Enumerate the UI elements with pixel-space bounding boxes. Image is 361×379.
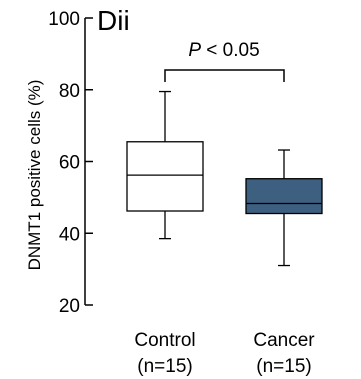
boxes	[126, 90, 323, 267]
y-axis: 20 40 60 80 100	[48, 9, 93, 317]
p-symbol: P	[188, 40, 201, 61]
y-tick-label: 100	[48, 9, 80, 30]
y-axis-label: DNMT1 positive cells (%)	[25, 80, 44, 271]
p-comparison: < 0.05	[201, 40, 260, 61]
category-label: Cancer	[253, 330, 315, 351]
category-labels: Control (n=15) Cancer (n=15)	[134, 330, 315, 377]
significance-annotation: P < 0.05	[164, 40, 285, 82]
y-tick-label: 20	[59, 296, 80, 317]
category-label: Control	[134, 330, 195, 351]
box-iqr	[126, 141, 204, 212]
y-tick-label: 80	[59, 81, 80, 102]
significance-bracket	[164, 69, 285, 82]
box-iqr	[245, 178, 323, 215]
panel-label: Dii	[97, 5, 130, 36]
y-tick-label: 40	[59, 224, 80, 245]
significance-label: P < 0.05	[188, 40, 259, 61]
category-n-label: (n=15)	[137, 356, 192, 377]
box-control	[126, 90, 204, 240]
y-tick-label: 60	[59, 153, 80, 174]
category-n-label: (n=15)	[256, 356, 311, 377]
box-cancer	[245, 149, 323, 267]
